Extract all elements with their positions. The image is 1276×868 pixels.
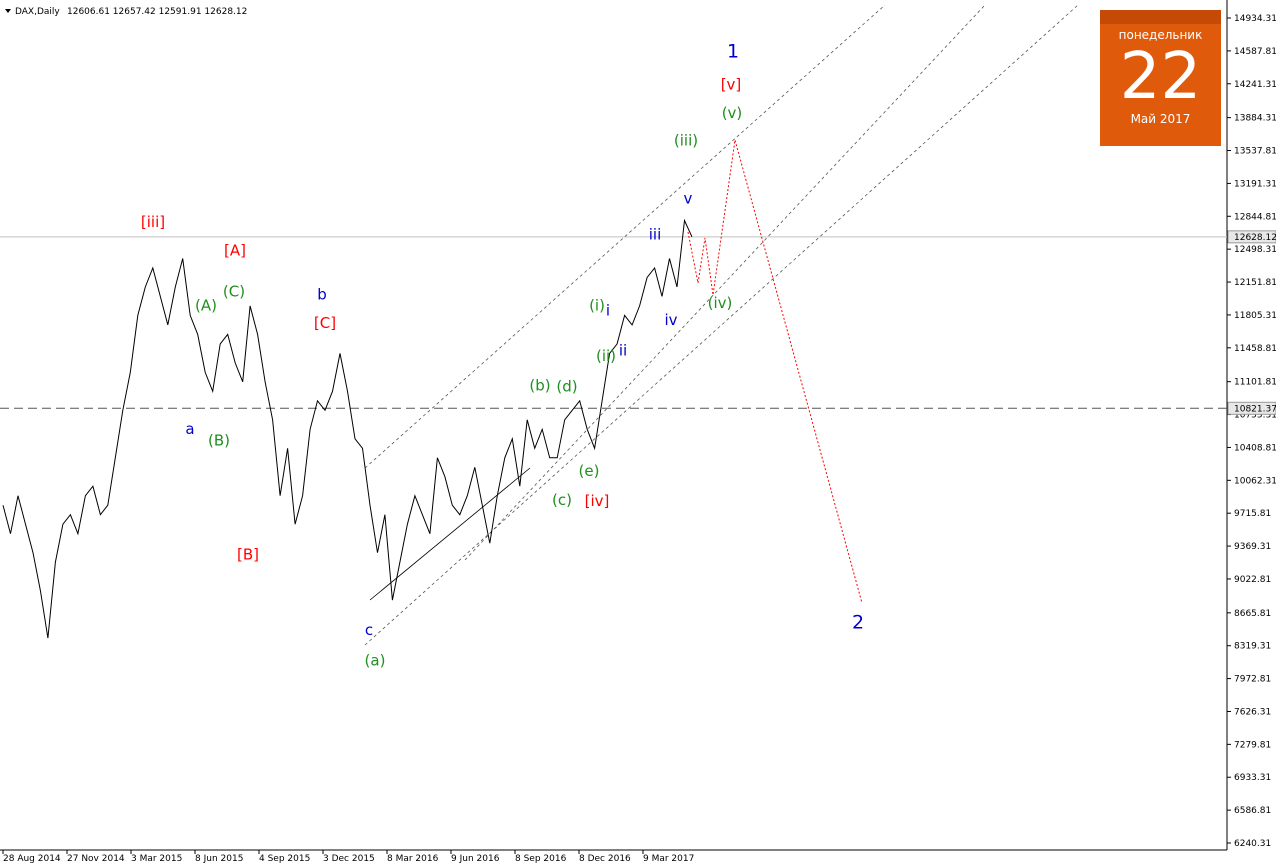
plot-area (0, 0, 1227, 850)
wave-label: (e) (579, 462, 600, 480)
current-price-box (1227, 230, 1276, 244)
wave-labels: 1 [v] (v) (iii) v iii [iii] [A] (C) (A) b [C] (i) i (i… (141, 40, 864, 669)
wave-label: (ii) (596, 347, 616, 365)
y-tick-label: 6933.31 (1234, 773, 1271, 783)
wave-label: [C] (314, 314, 336, 332)
wave-label: [v] (721, 76, 742, 94)
y-tick-label: 6240.31 (1234, 839, 1271, 849)
wave-label: a (185, 420, 194, 438)
y-tick-label: 13191.31 (1234, 179, 1276, 189)
wave-label: (iv) (708, 294, 733, 312)
x-tick-label: 9 Jun 2016 (451, 854, 500, 864)
x-tick-label: 27 Nov 2014 (67, 854, 125, 864)
y-tick-label: 9715.81 (1234, 509, 1271, 519)
y-tick-label: 7279.81 (1234, 740, 1271, 750)
symbol-name: DAX,Daily (15, 7, 60, 17)
y-tick-label: 12844.81 (1234, 212, 1276, 222)
wave-label: v (684, 189, 693, 207)
wave-label: iii (649, 226, 662, 244)
y-tick-label: 11458.81 (1234, 344, 1276, 354)
calendar-month: Май 2017 (1130, 112, 1191, 126)
y-tick-label: 11805.31 (1234, 311, 1276, 321)
y-tick-label: 9369.31 (1234, 542, 1271, 552)
y-tick-label: 14934.31 (1234, 14, 1276, 24)
y-tick-label: 6586.81 (1234, 806, 1271, 816)
x-tick-label: 3 Mar 2015 (131, 854, 182, 864)
wave-label: 1 (727, 40, 739, 62)
x-tick-label: 8 Dec 2016 (579, 854, 631, 864)
y-tick-label: 10408.81 (1234, 443, 1276, 453)
wave-label: (i) (589, 297, 605, 315)
y-tick-label: 10062.31 (1234, 476, 1276, 486)
wave-label: c (365, 621, 373, 639)
wave-label: ii (619, 341, 627, 359)
x-tick-label: 8 Sep 2016 (515, 854, 567, 864)
x-tick-label: 28 Aug 2014 (3, 854, 61, 864)
wave-label: (A) (195, 297, 217, 315)
y-tick-label: 8665.81 (1234, 609, 1271, 619)
symbol-dropdown-icon[interactable] (5, 9, 11, 13)
y-tick-label: 7626.31 (1234, 707, 1271, 717)
wave-label: i (606, 301, 610, 319)
wave-label: (d) (556, 377, 577, 395)
y-tick-label: 11101.81 (1234, 378, 1276, 388)
x-tick-label: 8 Mar 2016 (387, 854, 439, 864)
y-tick-label: 9022.81 (1234, 575, 1271, 585)
upper-channel-line[interactable] (364, 4, 886, 469)
wave-label: [A] (224, 242, 246, 260)
y-tick-label: 14241.31 (1234, 80, 1276, 90)
wave-label: (v) (722, 104, 743, 122)
y-tick-label: 10755.31 (1234, 411, 1276, 421)
level-price-box (1227, 401, 1276, 415)
calendar-day-name: понедельник (1118, 28, 1203, 42)
wave-label: (iii) (674, 132, 698, 150)
wave-label: (a) (365, 652, 386, 670)
y-tick-label: 8319.31 (1234, 642, 1271, 652)
wave-label: (b) (529, 376, 550, 394)
x-tick-label: 9 Mar 2017 (643, 854, 694, 864)
y-tick-label: 7972.81 (1234, 675, 1271, 685)
y-tick-label: 12151.81 (1234, 278, 1276, 288)
calendar-widget: понедельник 22 Май 2017 (1100, 10, 1221, 146)
calendar-day: 22 (1119, 40, 1202, 114)
wave-label: [iv] (585, 492, 610, 510)
y-tick-label: 13537.81 (1234, 147, 1276, 157)
wave-label: b (317, 285, 327, 303)
x-tick-label: 3 Dec 2015 (323, 854, 375, 864)
current-price-label: 12628.12 (1234, 233, 1276, 243)
y-tick-label: 12498.31 (1234, 245, 1276, 255)
x-tick-label: 8 Jun 2015 (195, 854, 243, 864)
wave-label: (C) (223, 282, 245, 300)
lower-channel-line[interactable] (364, 4, 1079, 646)
series-line-dax (2, 218, 693, 639)
y-tick-label: 13884.31 (1234, 114, 1276, 124)
level-price-label: 10821.37 (1234, 404, 1276, 414)
wave-label: (c) (552, 491, 572, 509)
wave-label: [B] (237, 545, 259, 563)
calendar-rings (1100, 10, 1221, 24)
ohlc-values: 12606.61 12657.42 12591.91 12628.12 (67, 7, 247, 17)
wave-label: [iii] (141, 213, 165, 231)
middle-channel-line[interactable] (464, 4, 986, 561)
wave-label: 2 (852, 612, 864, 634)
wave-label: iv (664, 311, 677, 329)
x-tick-label: 4 Sep 2015 (259, 854, 310, 864)
y-tick-label: 14587.81 (1234, 47, 1276, 57)
y-axis-ticks: 14934.31 14587.81 14241.31 13884.31 13537.81… (1227, 14, 1276, 849)
x-axis-ticks: 28 Aug 2014 27 Nov 2014 3 Mar 2015 8 Jun 20… (2, 850, 694, 864)
wave-label: (B) (208, 431, 230, 449)
